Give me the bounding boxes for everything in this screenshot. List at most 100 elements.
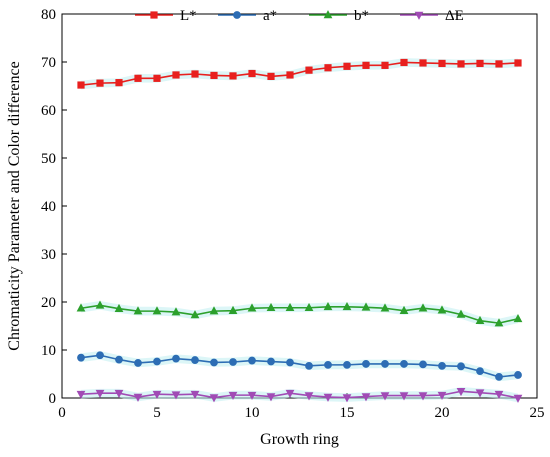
data-point	[95, 389, 105, 399]
data-point	[229, 72, 237, 80]
data-point	[324, 64, 332, 72]
data-point	[475, 315, 485, 325]
data-point	[172, 71, 180, 79]
data-point	[267, 357, 275, 366]
data-point	[513, 313, 523, 323]
data-point	[437, 305, 447, 314]
legend-marker	[323, 10, 333, 19]
y-tick-label: 50	[41, 151, 56, 167]
data-point	[323, 393, 333, 402]
data-point	[324, 360, 332, 369]
legend-marker	[150, 11, 158, 19]
data-point	[381, 61, 389, 69]
data-point	[95, 300, 105, 309]
data-point	[456, 387, 466, 397]
data-point	[267, 72, 275, 80]
legend-marker	[233, 11, 241, 19]
data-point	[248, 356, 256, 365]
data-point	[361, 302, 371, 311]
data-point	[362, 61, 370, 69]
legend-label: ΔE	[445, 8, 464, 24]
data-point	[456, 309, 466, 318]
data-point	[419, 59, 427, 67]
y-tick-label: 80	[41, 7, 56, 23]
data-point	[418, 303, 428, 312]
data-point	[437, 391, 447, 400]
data-point	[381, 360, 389, 368]
data-point	[305, 66, 313, 74]
data-point	[191, 70, 199, 78]
legend-label: b*	[354, 8, 369, 24]
data-point	[114, 389, 124, 399]
error-band	[81, 58, 518, 90]
y-tick-label: 70	[41, 55, 56, 71]
legend-item: a*	[218, 8, 277, 24]
error-band	[81, 301, 518, 328]
y-axis: 0 10 20 30 40 50 60 70 80	[41, 7, 67, 407]
data-point	[285, 389, 295, 399]
data-point	[513, 394, 523, 403]
data-point	[134, 359, 142, 367]
legend-item: L*	[135, 8, 197, 24]
data-point	[342, 301, 352, 311]
data-point	[209, 394, 219, 403]
y-tick-label: 0	[49, 391, 57, 407]
data-point	[228, 305, 238, 314]
data-point	[495, 372, 503, 381]
data-point	[399, 305, 409, 314]
data-point	[457, 362, 465, 371]
data-point	[134, 74, 142, 82]
data-point	[96, 351, 104, 360]
data-point	[286, 71, 294, 79]
data-point	[342, 394, 352, 403]
data-point	[229, 358, 237, 366]
data-point	[419, 360, 427, 369]
data-point	[380, 303, 390, 312]
data-point	[247, 391, 257, 400]
data-point	[400, 58, 408, 67]
data-point	[153, 357, 161, 366]
data-point	[361, 393, 371, 402]
data-point	[266, 302, 276, 312]
y-tick-label: 30	[41, 247, 56, 263]
data-point	[77, 81, 85, 89]
x-tick-label: 5	[153, 405, 161, 421]
data-point	[190, 310, 200, 319]
data-point	[172, 354, 180, 363]
data-point	[210, 358, 218, 367]
data-point	[494, 390, 504, 400]
data-point	[76, 390, 86, 400]
data-point	[457, 60, 465, 68]
series-line	[80, 304, 519, 324]
data-point	[286, 358, 294, 367]
data-point	[210, 71, 218, 80]
legend: L* a* b* ΔE	[135, 8, 464, 24]
x-tick-label: 25	[530, 405, 545, 421]
data-point	[171, 307, 181, 316]
data-point	[343, 62, 351, 70]
data-point	[152, 390, 162, 400]
y-axis-title: Chromaticity Parameter and Color differe…	[6, 61, 23, 350]
data-point	[77, 353, 85, 362]
data-point	[190, 390, 200, 400]
data-point	[191, 356, 199, 364]
error-band	[81, 350, 518, 382]
data-point	[476, 367, 484, 376]
data-point	[133, 393, 143, 402]
y-tick-label: 20	[41, 295, 56, 311]
x-tick-label: 10	[245, 405, 260, 421]
data-point	[400, 360, 408, 368]
data-point	[171, 391, 181, 400]
y-tick-label: 60	[41, 103, 56, 119]
series-line	[80, 390, 519, 399]
series-1	[77, 350, 522, 382]
x-axis-title: Growth ring	[260, 431, 339, 448]
data-point	[514, 59, 522, 67]
data-point	[438, 361, 446, 370]
legend-marker	[414, 11, 424, 20]
data-point	[494, 318, 504, 327]
series-2	[76, 300, 523, 328]
data-point	[115, 355, 123, 364]
data-point	[305, 361, 313, 370]
